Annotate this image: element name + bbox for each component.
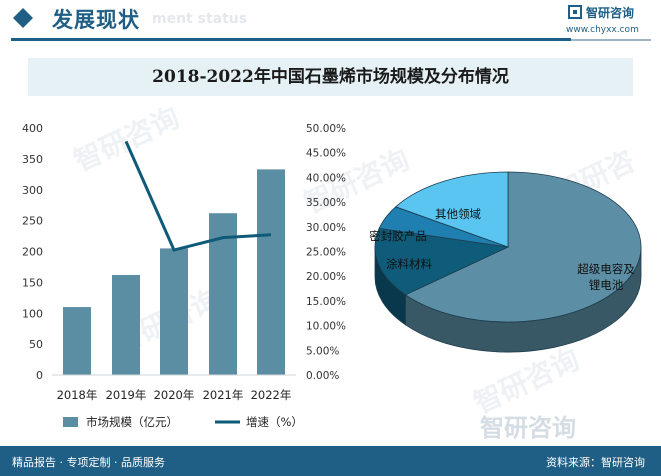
pie-slice-label: 涂料材料 [386, 257, 432, 271]
pie-slice [374, 227, 510, 296]
x-axis-labels: 2018年 2019年 2020年 2021年 2022年 [57, 388, 292, 402]
right-tick-label: 50.00% [306, 123, 346, 135]
left-tick-label: 400 [22, 122, 43, 135]
chart-title: 2018-2022年中国石墨烯市场规模及分布情况 [152, 67, 509, 87]
legend-bar-swatch [63, 417, 78, 427]
left-tick-label: 150 [22, 276, 43, 289]
pie-slice-label: 密封胶产品 [369, 229, 427, 243]
logo-name: 智研咨询 [586, 6, 635, 20]
x-tick-label: 2022年 [251, 388, 292, 402]
right-tick-label: 25.00% [306, 247, 346, 259]
left-tick-label: 50 [29, 338, 43, 351]
header-divider-light [571, 38, 651, 41]
pie-slice-label: 超级电容及锂电池 [577, 262, 635, 292]
right-tick-label: 5.00% [306, 345, 339, 357]
pie-slice [394, 171, 509, 248]
right-y-axis: 0.00% 5.00% 10.00% 15.00% 20.00% 25.00% 30.00%… [306, 123, 346, 382]
growth-line-series [124, 140, 272, 252]
right-tick-label: 20.00% [306, 271, 346, 283]
chart-plot: 0 50 100 150 200 250 300 350 400 0.00% 5.00% 10.00… [22, 122, 642, 429]
right-tick-label: 0.00% [306, 370, 339, 382]
chart-legend: 市场规模（亿元） 增速（%） [63, 415, 303, 429]
bar-series [52, 169, 296, 376]
chart-title-band: 2018-2022年中国石墨烯市场规模及分布情况 [28, 58, 633, 96]
legend-bar-label: 市场规模（亿元） [86, 415, 178, 429]
logo-icon [568, 5, 582, 19]
diamond-bullet-icon [13, 8, 33, 28]
bar [63, 307, 91, 375]
section-subtitle-en: ment status [152, 11, 248, 27]
left-tick-label: 100 [22, 307, 43, 320]
pie-slice [404, 171, 642, 323]
section-title: 发展现状 [52, 8, 140, 32]
left-tick-label: 250 [22, 215, 43, 228]
right-tick-label: 45.00% [306, 148, 346, 160]
right-tick-label: 35.00% [306, 197, 346, 209]
bar [112, 274, 140, 375]
x-tick-label: 2020年 [154, 388, 195, 402]
pie-slice-label: 其他领域 [435, 207, 481, 221]
x-tick-label: 2021年 [203, 388, 244, 402]
footer-band: 精品报告 · 专项定制 · 品质服务 资料来源：智研咨询 [0, 446, 661, 476]
left-tick-label: 0 [36, 369, 43, 382]
legend-line-label: 增速（%） [246, 415, 303, 429]
right-tick-label: 30.00% [306, 222, 346, 234]
logo-url: www.chyxx.com [566, 25, 639, 35]
bar [160, 248, 188, 375]
watermark-logo: 智研咨询 [480, 414, 576, 442]
right-tick-label: 40.00% [306, 172, 346, 184]
data-source: 资料来源：智研咨询 [546, 456, 645, 469]
footer-tagline: 精品报告 · 专项定制 · 品质服务 [12, 456, 165, 469]
right-tick-label: 15.00% [306, 296, 346, 308]
right-tick-label: 10.00% [306, 321, 346, 333]
growth-line [124, 140, 272, 252]
header-divider [11, 38, 571, 41]
left-tick-label: 200 [22, 246, 43, 259]
x-tick-label: 2019年 [106, 388, 147, 402]
x-tick-label: 2018年 [57, 388, 98, 402]
left-tick-label: 300 [22, 184, 43, 197]
page-header: ment status 发展现状 智研咨询 www.chyxx.com [0, 0, 661, 41]
left-y-axis: 0 50 100 150 200 250 300 350 400 [22, 122, 43, 382]
left-tick-label: 350 [22, 153, 43, 166]
bar [257, 169, 285, 375]
